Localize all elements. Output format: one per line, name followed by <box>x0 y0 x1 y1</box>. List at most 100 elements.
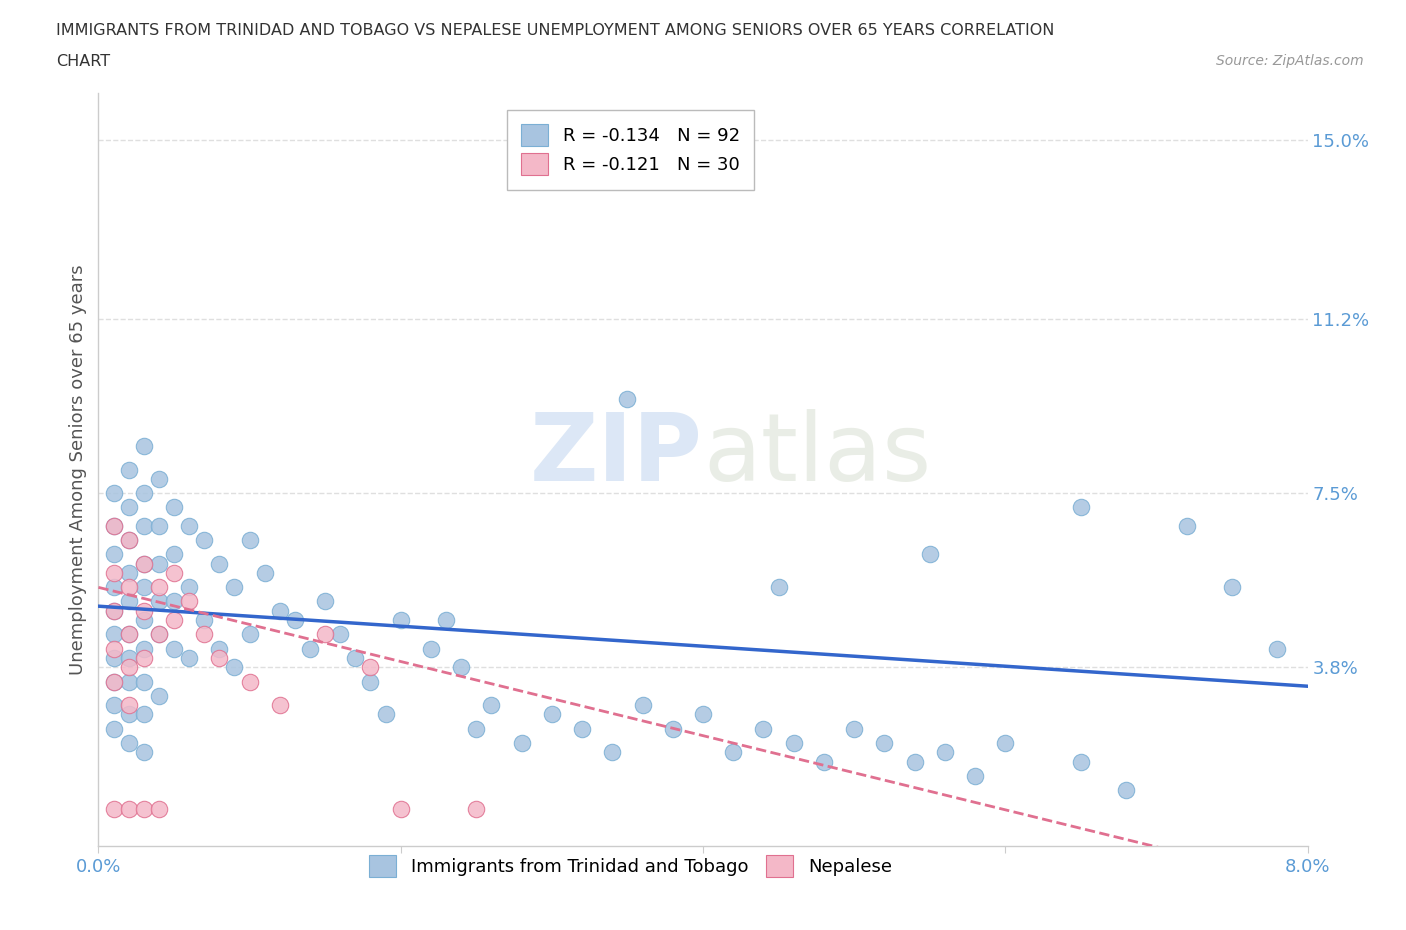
Point <box>118 462 141 477</box>
Point <box>118 627 141 642</box>
Point <box>148 519 170 534</box>
Point <box>118 698 141 712</box>
Point <box>540 707 562 722</box>
Point <box>132 556 155 571</box>
Point <box>148 627 170 642</box>
Point <box>344 651 367 666</box>
Point <box>571 721 593 736</box>
Point <box>179 580 201 595</box>
Point <box>103 580 125 595</box>
Point <box>103 674 125 689</box>
Point <box>602 745 624 760</box>
Point <box>163 641 186 656</box>
Point <box>269 604 291 618</box>
Point <box>253 565 276 580</box>
Point <box>965 768 987 783</box>
Point <box>284 613 307 628</box>
Point <box>118 533 141 548</box>
Point <box>132 802 155 817</box>
Point <box>179 651 201 666</box>
Point <box>873 736 896 751</box>
Point <box>389 613 412 628</box>
Point <box>1220 580 1243 595</box>
Point <box>314 627 336 642</box>
Point <box>103 651 125 666</box>
Y-axis label: Unemployment Among Seniors over 65 years: Unemployment Among Seniors over 65 years <box>69 264 87 675</box>
Point <box>481 698 503 712</box>
Point <box>420 641 443 656</box>
Point <box>148 556 170 571</box>
Point <box>465 721 488 736</box>
Point <box>163 594 186 609</box>
Point <box>179 519 201 534</box>
Point <box>132 707 155 722</box>
Point <box>132 439 155 454</box>
Point <box>918 547 941 562</box>
Point <box>239 627 262 642</box>
Point <box>631 698 654 712</box>
Point <box>299 641 322 656</box>
Point <box>132 745 155 760</box>
Point <box>132 580 155 595</box>
Point <box>132 651 155 666</box>
Point <box>148 627 170 642</box>
Point <box>118 565 141 580</box>
Legend: Immigrants from Trinidad and Tobago, Nepalese: Immigrants from Trinidad and Tobago, Nep… <box>360 846 901 886</box>
Point <box>374 707 396 722</box>
Text: ZIP: ZIP <box>530 408 703 500</box>
Point <box>269 698 291 712</box>
Point <box>132 556 155 571</box>
Point <box>844 721 866 736</box>
Point <box>1070 754 1092 769</box>
Point <box>103 802 125 817</box>
Point <box>360 674 382 689</box>
Point <box>103 547 125 562</box>
Point <box>118 651 141 666</box>
Point <box>163 500 186 515</box>
Point <box>118 707 141 722</box>
Point <box>148 472 170 486</box>
Point <box>132 641 155 656</box>
Point <box>239 674 262 689</box>
Point <box>148 688 170 703</box>
Point <box>163 565 186 580</box>
Point <box>103 485 125 500</box>
Point <box>208 641 231 656</box>
Text: CHART: CHART <box>56 54 110 69</box>
Point <box>103 604 125 618</box>
Point <box>118 500 141 515</box>
Point <box>314 594 336 609</box>
Point <box>329 627 352 642</box>
Point <box>904 754 927 769</box>
Point <box>103 627 125 642</box>
Point <box>103 565 125 580</box>
Point <box>934 745 956 760</box>
Point <box>118 580 141 595</box>
Point <box>118 802 141 817</box>
Point <box>163 613 186 628</box>
Point <box>1070 500 1092 515</box>
Point <box>224 660 246 675</box>
Point <box>118 660 141 675</box>
Point <box>434 613 457 628</box>
Point <box>661 721 683 736</box>
Point <box>510 736 533 751</box>
Point <box>768 580 790 595</box>
Point <box>103 674 125 689</box>
Point <box>148 802 170 817</box>
Point <box>224 580 246 595</box>
Point <box>103 641 125 656</box>
Text: Source: ZipAtlas.com: Source: ZipAtlas.com <box>1216 54 1364 68</box>
Text: IMMIGRANTS FROM TRINIDAD AND TOBAGO VS NEPALESE UNEMPLOYMENT AMONG SENIORS OVER : IMMIGRANTS FROM TRINIDAD AND TOBAGO VS N… <box>56 23 1054 38</box>
Point <box>389 802 412 817</box>
Point <box>118 674 141 689</box>
Point <box>208 556 231 571</box>
Point <box>208 651 231 666</box>
Point <box>179 594 201 609</box>
Point <box>193 613 215 628</box>
Point <box>103 604 125 618</box>
Point <box>132 519 155 534</box>
Text: atlas: atlas <box>703 408 931 500</box>
Point <box>616 392 638 406</box>
Point <box>103 519 125 534</box>
